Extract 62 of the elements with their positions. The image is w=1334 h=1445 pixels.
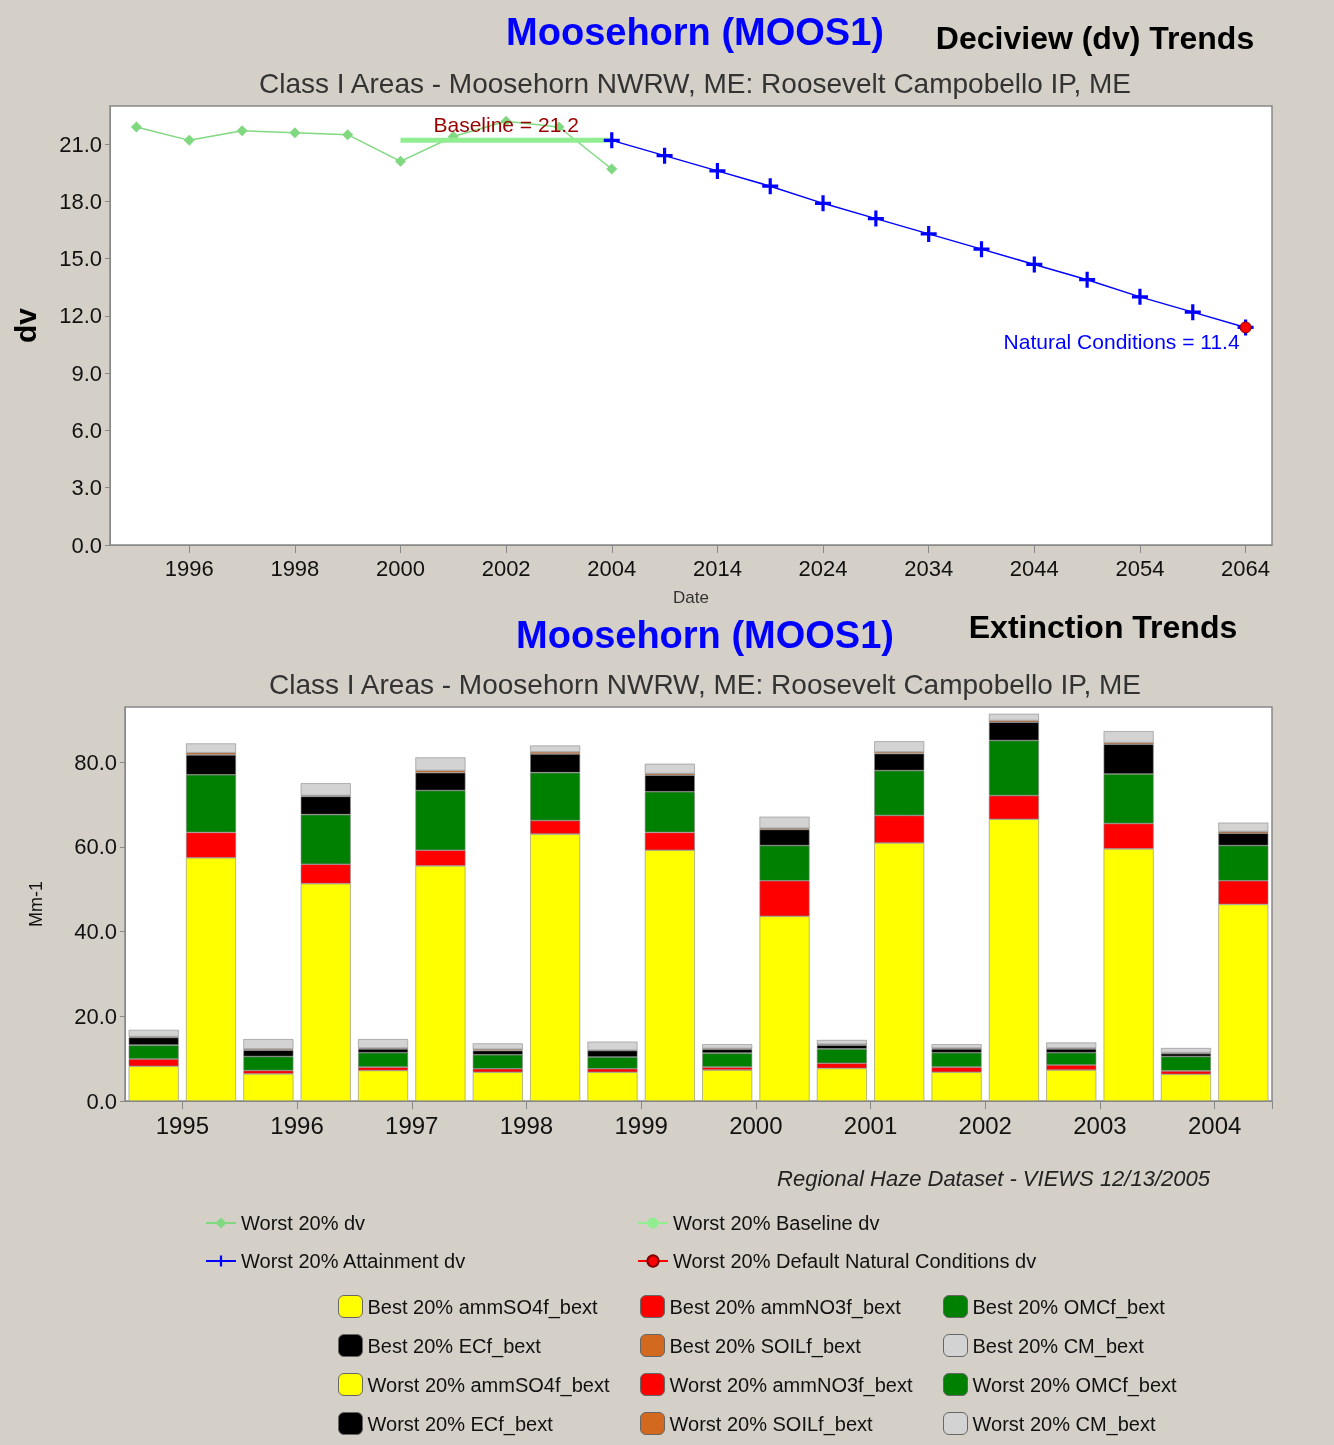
y-tick-label: 0.0 [71,532,102,558]
text: Deciview (dv) Trends [935,20,1255,56]
text: Extinction Trends [968,609,1238,645]
y-tick-label: 9.0 [71,360,102,386]
x-tick-label: 2003 [1073,1111,1127,1139]
x-tick-label: 2054 [1115,555,1165,581]
x-tick-label: 1995 [155,1111,210,1139]
y-tick-label: 21.0 [59,131,102,157]
chart-subtitle: Class I Areas - Moosehorn NWRW, ME: Roosevelt Campobello IP, ME [269,668,1141,700]
legend-label: Best 20% SOILf_bext [669,1334,862,1358]
legend-label: Best 20% ECf_bext [367,1334,542,1358]
text: Regional Haze Dataset - VIEWS 12/13/2005 [777,1165,1211,1191]
chart-title: Moosehorn (MOOS1) [516,614,894,656]
x-tick-label: 1996 [270,1111,324,1139]
legend-label: Worst 20% Attainment dv [241,1250,466,1272]
x-tick-label: 2000 [376,555,425,581]
y-tick-label: 20.0 [74,1003,117,1029]
x-tick-label: 1997 [385,1111,439,1139]
y-tick-label: 3.0 [71,475,102,501]
y-tick-label: 12.0 [59,303,102,329]
legend-label: Worst 20% SOILf_bext [669,1412,873,1436]
x-tick-label: 2002 [958,1111,1012,1139]
y-tick-label: 18.0 [59,188,102,214]
annotation: Natural Conditions = 11.4 [1003,329,1240,353]
x-tick-label: 2064 [1221,555,1271,581]
legend-label: Worst 20% ECf_bext [367,1412,554,1436]
legend-label: Worst 20% OMCf_bext [972,1373,1178,1397]
x-tick-label: 2002 [481,555,531,581]
legend-label: Best 20% ammNO3f_bext [669,1295,902,1319]
legend-label: Best 20% CM_bext [972,1334,1145,1358]
x-tick-label: 2001 [843,1111,898,1139]
legend-label: Worst 20% ammSO4f_bext [367,1373,610,1397]
y-tick-label: 15.0 [59,246,102,272]
y-tick-label: 80.0 [74,749,117,775]
x-tick-label: 2024 [798,555,848,581]
chart-subtitle: Class I Areas - Moosehorn NWRW, ME: Roosevelt Campobello IP, ME [259,67,1131,99]
x-tick-label: 1998 [499,1111,554,1139]
legend-label: Worst 20% CM_bext [972,1412,1156,1436]
x-tick-label: 2004 [1187,1111,1242,1139]
y-axis-title: dv [8,307,42,344]
x-axis-title: Date [673,588,709,607]
x-tick-label: 2034 [904,555,954,581]
x-tick-label: 2044 [1009,555,1059,581]
y-tick-label: 60.0 [74,834,117,860]
legend-label: Best 20% OMCf_bext [972,1295,1166,1319]
legend-label: Best 20% ammSO4f_bext [367,1295,599,1319]
legend-label: Worst 20% ammNO3f_bext [669,1373,913,1397]
legend-label: Worst 20% dv [241,1212,366,1234]
annotation: Baseline = 21.2 [433,112,579,136]
x-tick-label: 1996 [164,555,214,581]
x-tick-label: 2000 [729,1111,783,1139]
legend-label: Worst 20% Baseline dv [673,1212,880,1234]
y-tick-label: 0.0 [86,1088,117,1114]
x-tick-label: 2014 [692,555,742,581]
y-axis-title: Mm-1 [26,881,46,927]
y-tick-label: 40.0 [74,919,117,945]
x-tick-label: 1999 [614,1111,668,1139]
y-tick-label: 6.0 [71,417,102,443]
legend-label: Worst 20% Default Natural Conditions dv [673,1250,1037,1272]
x-tick-label: 1998 [270,555,320,581]
chart-title: Moosehorn (MOOS1) [506,11,884,53]
x-tick-label: 2004 [587,555,637,581]
